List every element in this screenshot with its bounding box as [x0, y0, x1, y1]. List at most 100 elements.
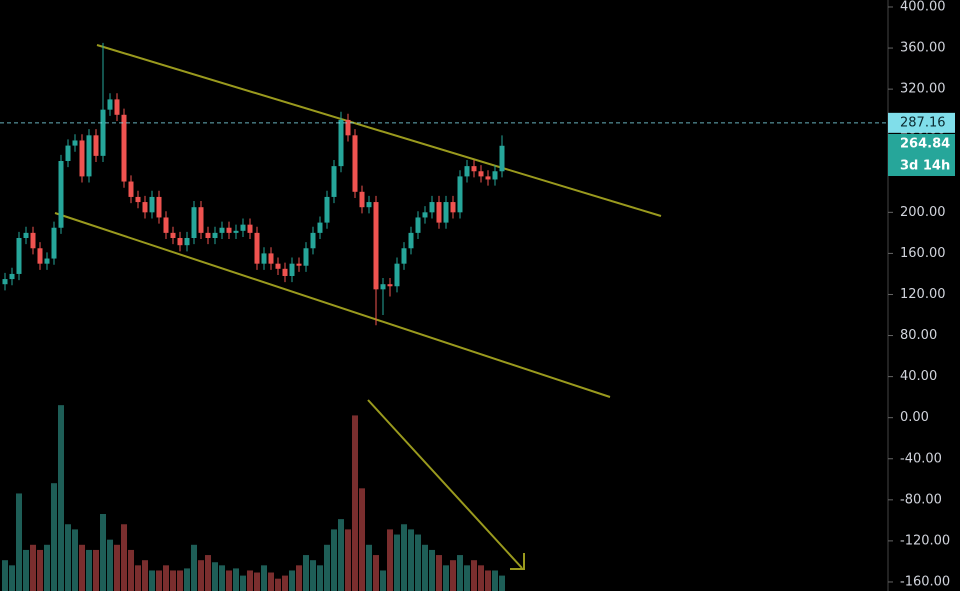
- volume-bar: [65, 524, 71, 591]
- candle-body: [394, 263, 400, 287]
- candle-body: [2, 279, 8, 285]
- volume-bar: [261, 565, 267, 591]
- candle-body: [44, 258, 50, 264]
- candle-body: [205, 232, 211, 239]
- volume-bar: [177, 570, 183, 591]
- candle-body: [79, 140, 85, 177]
- volume-bar: [247, 570, 253, 591]
- y-tick-label: 160.00: [900, 246, 946, 261]
- volume-bar: [478, 565, 484, 591]
- candle-body: [142, 202, 148, 213]
- candle-body: [471, 166, 477, 172]
- candle-body: [457, 176, 463, 213]
- candle-body: [359, 191, 365, 208]
- candle-body: [499, 145, 505, 172]
- candle-body: [380, 284, 386, 290]
- volume-bar: [380, 570, 386, 591]
- candle-body: [114, 99, 120, 115]
- volume-bar: [499, 575, 505, 591]
- y-tick-label: 40.00: [900, 369, 937, 384]
- volume-bar: [2, 560, 8, 591]
- volume-bar: [135, 565, 141, 591]
- volume-bar: [58, 405, 64, 591]
- candle-body: [352, 135, 358, 192]
- candle-body: [16, 238, 22, 274]
- volume-bar: [9, 565, 15, 591]
- last-price-label: 264.84: [900, 137, 950, 152]
- volume-bar: [331, 529, 337, 591]
- volume-bar: [170, 570, 176, 591]
- candle-body: [23, 232, 29, 239]
- candle-body: [219, 227, 225, 233]
- candle-body: [485, 176, 491, 180]
- volume-bar: [310, 560, 316, 591]
- candle-body: [121, 114, 127, 182]
- candle-body: [289, 263, 295, 276]
- candle-body: [373, 202, 379, 290]
- arrow-head: [510, 553, 525, 570]
- volume-bar: [37, 549, 43, 591]
- volume-bar: [226, 570, 232, 591]
- volume-bar: [30, 544, 36, 591]
- volume-bar: [72, 529, 78, 591]
- volume-bar: [156, 570, 162, 591]
- y-tick-label: 320.00: [900, 82, 946, 97]
- candle-body: [268, 253, 274, 264]
- candle-body: [9, 273, 15, 280]
- candle-body: [51, 227, 57, 259]
- last-price-tag: [888, 134, 955, 176]
- candle-body: [58, 160, 64, 228]
- volume-bar: [51, 483, 57, 591]
- volume-bar: [163, 565, 169, 591]
- volume-bar: [324, 544, 330, 591]
- volume-bar: [401, 524, 407, 591]
- candle-body: [135, 196, 141, 203]
- candle-body: [464, 166, 470, 177]
- candle-body: [170, 232, 176, 239]
- candle-body: [163, 217, 169, 233]
- volume-bar: [359, 488, 365, 591]
- candle-body: [37, 248, 43, 264]
- candle-body: [310, 232, 316, 249]
- candle-body: [156, 196, 162, 218]
- volume-bar: [450, 560, 456, 591]
- candle-body: [415, 217, 421, 233]
- candle-body: [282, 268, 288, 276]
- volume-bar: [212, 562, 218, 591]
- y-tick-label: 0.00: [900, 410, 929, 425]
- y-tick-label: -160.00: [900, 574, 950, 589]
- y-tick-label: 200.00: [900, 205, 946, 220]
- candle-body: [450, 202, 456, 213]
- volume-bar: [289, 570, 295, 591]
- y-tick-label: -120.00: [900, 533, 950, 548]
- marked-price-label: 287.16: [900, 115, 946, 130]
- marked-price-tag: [888, 112, 955, 133]
- volume-bar: [128, 549, 134, 591]
- volume-bar: [240, 575, 246, 591]
- candle-body: [72, 140, 78, 146]
- volume-bar: [275, 578, 281, 591]
- lower-trendline: [54, 212, 611, 398]
- candle-body: [86, 135, 92, 177]
- volume-bar: [471, 560, 477, 591]
- candle-body: [191, 207, 197, 239]
- candle-body: [177, 238, 183, 246]
- volume-bar: [492, 570, 498, 591]
- y-tick-label: 400.00: [900, 0, 946, 14]
- volume-bar: [16, 493, 22, 591]
- candle-body: [408, 232, 414, 249]
- candle-body: [233, 230, 239, 233]
- candle-body: [128, 181, 134, 197]
- volume-bar: [191, 544, 197, 591]
- candle-body: [401, 248, 407, 264]
- candle-body: [93, 135, 99, 156]
- volume-bar: [100, 513, 106, 591]
- volume-bar: [457, 555, 463, 591]
- volume-bar: [394, 534, 400, 591]
- candle-body: [184, 238, 190, 246]
- candle-body: [275, 263, 281, 269]
- volume-bar: [338, 519, 344, 591]
- volume-bar: [352, 415, 358, 591]
- candle-body: [324, 196, 330, 223]
- volume-bar: [436, 555, 442, 591]
